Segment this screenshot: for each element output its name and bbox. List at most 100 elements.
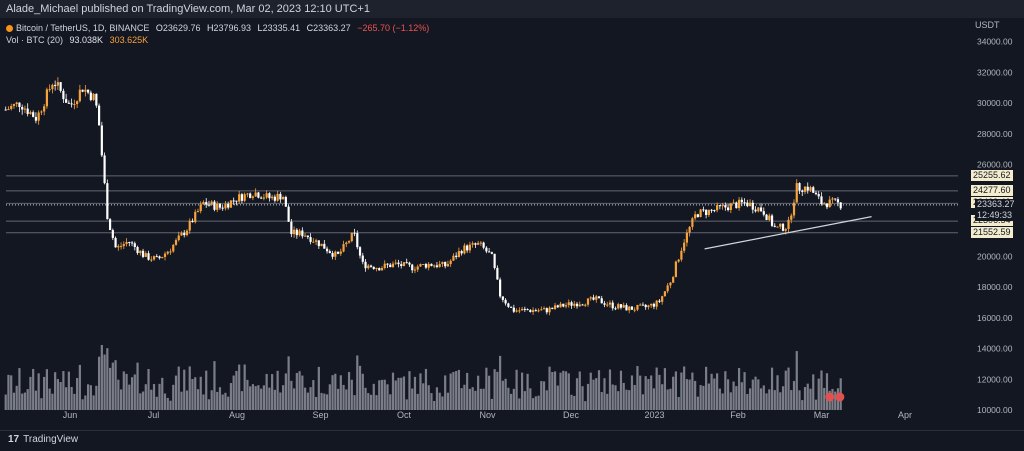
volume-bar	[803, 387, 807, 410]
candle-body	[312, 241, 315, 243]
candle-body	[271, 196, 274, 199]
candle-body	[647, 305, 650, 308]
candle-body	[262, 197, 265, 199]
volume-bar	[636, 366, 639, 410]
symbol-legend-row: Bitcoin / TetherUS, 1D, BINANCE O23629.7…	[6, 22, 429, 34]
volume-bar	[553, 371, 557, 410]
candle-body	[768, 215, 771, 220]
candle-countdown: 12:49:33	[977, 209, 1013, 220]
volume-bar	[435, 387, 439, 410]
volume-bar	[721, 393, 724, 410]
volume-bar	[328, 384, 331, 410]
candle-body	[54, 84, 57, 86]
candle-body	[141, 250, 145, 257]
volume-bar	[680, 372, 683, 410]
candle-body	[553, 305, 557, 309]
volume-bar	[512, 388, 515, 410]
x-tick-label: Jul	[148, 410, 160, 420]
candle-body	[356, 233, 359, 248]
candle-body	[372, 266, 375, 269]
candle-body	[309, 237, 312, 242]
volume-bar	[509, 393, 513, 410]
volume-bar	[375, 395, 378, 410]
level-price-tag: 24277.60	[971, 184, 1013, 196]
candle-body	[460, 251, 463, 254]
volume-bar	[408, 371, 411, 410]
volume-bar	[240, 391, 244, 410]
candle-body	[81, 89, 84, 92]
volume-bar	[666, 389, 669, 410]
candle-body	[803, 186, 807, 192]
symbol-name: Bitcoin / TetherUS, 1D, BINANCE	[16, 23, 150, 33]
volume-bar	[523, 391, 526, 410]
volume-bar	[776, 375, 779, 410]
event-flag-icon	[835, 392, 845, 402]
volume-bar	[724, 371, 727, 410]
candle-body	[567, 302, 570, 306]
chart-area[interactable]: USDT 34000.00 32000.00 30000.00 28000.00 2600…	[0, 18, 1024, 430]
candle-body	[600, 298, 603, 304]
volume-bar	[317, 366, 320, 410]
candle-body	[828, 199, 831, 208]
candle-body	[732, 202, 735, 204]
candle-body	[721, 205, 724, 207]
volume-bar	[608, 369, 612, 410]
candle-body	[740, 199, 743, 203]
candle-body	[249, 193, 252, 198]
candle-body	[391, 263, 395, 268]
volume-bar	[23, 392, 27, 410]
candle-body	[680, 250, 683, 260]
candle-body	[663, 291, 667, 297]
candle-body	[683, 242, 686, 251]
volume-bar	[740, 382, 743, 410]
volume-bar	[163, 393, 167, 410]
volume-bar	[806, 383, 809, 410]
candle-body	[836, 199, 840, 203]
candle-body	[194, 211, 197, 223]
volume-bar	[29, 376, 32, 410]
volume-bar	[669, 388, 672, 410]
candle-body	[614, 308, 617, 310]
candle-body	[534, 310, 537, 312]
volume-bar	[482, 388, 485, 410]
volume-bar	[628, 390, 631, 410]
candle-body	[737, 199, 741, 209]
chart-legend: Bitcoin / TetherUS, 1D, BINANCE O23629.7…	[6, 22, 429, 46]
candle-body	[56, 82, 59, 86]
candle-body	[751, 202, 754, 210]
event-flag-icon	[825, 392, 835, 402]
volume-bar	[817, 378, 820, 410]
volume-bar	[202, 394, 205, 410]
volume-bar	[350, 379, 353, 410]
y-tick-label: 28000.00	[977, 129, 1013, 139]
volume-bar	[823, 387, 826, 410]
volume-bar	[614, 385, 617, 410]
candle-body	[518, 310, 521, 312]
candle-body	[361, 255, 364, 262]
volume-bar	[273, 389, 276, 410]
volume-bar	[732, 381, 735, 410]
candle-body	[630, 306, 634, 310]
candle-body	[317, 240, 320, 247]
volume-bar	[762, 385, 765, 410]
volume-bar	[391, 372, 395, 410]
x-tick-label: Mar	[814, 410, 830, 420]
volume-bar	[177, 366, 180, 410]
candle-body	[477, 242, 480, 245]
candle-body	[166, 251, 169, 254]
candle-body	[691, 218, 694, 227]
volume-bar	[73, 393, 76, 410]
candle-body	[661, 296, 664, 302]
candle-body	[350, 232, 353, 242]
volume-bar	[301, 375, 304, 410]
price-chart[interactable]: USDT 34000.00 32000.00 30000.00 28000.00 2600…	[0, 18, 1024, 430]
volume-bar	[380, 379, 384, 410]
candle-body	[21, 106, 24, 110]
volume-bar	[309, 387, 312, 410]
volume-bar	[336, 388, 340, 410]
volume-bar	[622, 382, 625, 410]
volume-bar	[647, 378, 650, 410]
volume-bar	[515, 369, 518, 410]
candle-body	[188, 220, 191, 231]
volume-bar	[545, 390, 548, 410]
